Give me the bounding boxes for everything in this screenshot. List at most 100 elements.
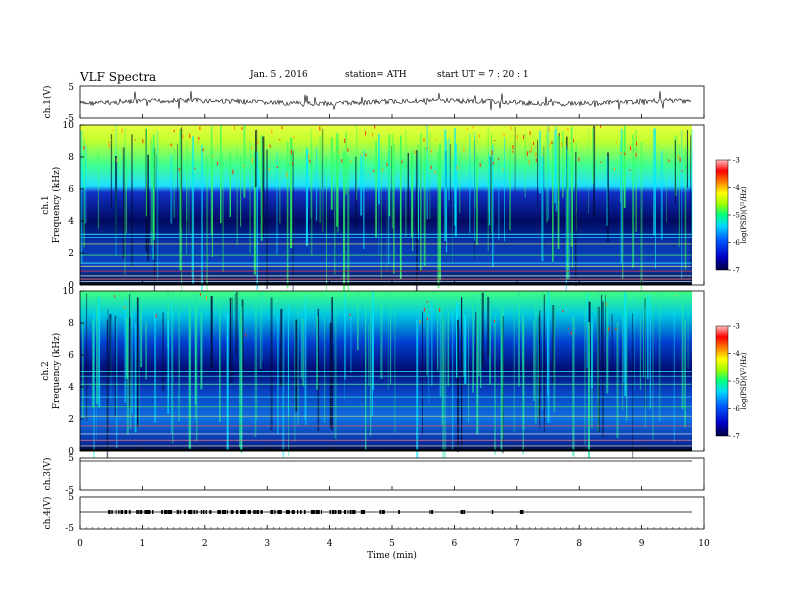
ch4-pulse	[270, 510, 274, 514]
spectrogram-streak	[154, 312, 157, 423]
spectrogram-streak	[310, 129, 312, 219]
spectrogram-streak	[439, 144, 441, 281]
spectrogram-speck	[427, 317, 428, 321]
spectrogram-streak	[538, 315, 540, 419]
spectrogram-streak	[260, 135, 263, 241]
colorbar-tick-label: -6	[733, 405, 740, 413]
spectrogram-speck	[426, 147, 428, 150]
spectrogram-streak	[138, 312, 140, 427]
spectrogram-streak	[226, 314, 229, 451]
ch4-waveform-panel: 5 -5 ch.4(V)	[42, 493, 705, 534]
spectrogram-streak	[547, 317, 548, 395]
spectrogram-streak	[152, 134, 155, 240]
spectrogram-streak	[666, 147, 667, 223]
colorbar-tick-label: -5	[733, 212, 740, 220]
ch4-pulse	[293, 510, 295, 514]
spectrogram-streak	[331, 297, 333, 431]
ch4-pulse	[209, 510, 212, 514]
spectrogram-streak	[426, 125, 428, 220]
spectrogram-speck	[344, 138, 346, 144]
ch4-ytick-bottom: -5	[65, 524, 74, 534]
ch4-pulse	[247, 510, 250, 514]
spectrogram-speck	[510, 126, 512, 131]
spectrogram-speck	[491, 150, 493, 156]
xtick-label: 5	[389, 539, 395, 549]
spectrogram-streak	[653, 128, 656, 236]
spectrogram-streak	[459, 154, 461, 214]
spectrogram-streak	[317, 308, 320, 432]
spectrogram-band	[80, 270, 692, 272]
spectrogram-streak	[607, 152, 609, 242]
ch2-colorbar-gradient	[715, 325, 729, 437]
ch4-pulse	[382, 510, 385, 514]
spectrogram-streak	[147, 154, 149, 262]
spectrogram-streak	[537, 140, 539, 207]
spectrogram-speck	[112, 129, 114, 131]
spectrogram-streak	[191, 152, 193, 276]
spectrogram-streak	[418, 154, 419, 240]
spectrogram-streak	[590, 317, 594, 389]
spectrogram-streak	[643, 308, 644, 378]
ch4-waveform-frame	[79, 496, 705, 530]
spectrogram-streak	[206, 156, 209, 295]
spectrogram-band	[80, 243, 692, 245]
spectrogram-speck	[466, 128, 468, 130]
spectrogram-streak	[287, 304, 290, 417]
spectrogram-speck	[551, 140, 553, 144]
spectrogram-streak	[461, 297, 463, 449]
spectrogram-streak	[539, 310, 541, 429]
spectrogram-streak	[474, 132, 475, 241]
ch4-pulse	[300, 510, 302, 514]
spectrogram-speck	[523, 134, 525, 139]
ch2-spectrogram-channel-label: ch.2	[41, 361, 51, 380]
spectrogram-speck	[608, 327, 610, 331]
spectrogram-streak	[647, 295, 649, 380]
ch4-pulse	[274, 510, 276, 514]
spectrogram-streak	[555, 126, 558, 212]
spectrogram-streak	[562, 131, 564, 198]
spectrogram-speck	[535, 158, 537, 162]
spectrogram-speck	[434, 170, 436, 174]
spectrogram-speck	[503, 133, 505, 137]
spectrogram-streak	[295, 319, 298, 412]
ch1-spectrogram-panel: 0 2 4 6 8 10 ch.1 Frequency (kHz)	[41, 121, 705, 305]
ch4-pulse	[243, 510, 246, 514]
spectrogram-speck	[630, 146, 632, 151]
spectrogram-speck	[562, 310, 564, 313]
ytick-label: 8	[68, 319, 74, 329]
spectrogram-streak	[294, 317, 296, 442]
spectrogram-speck	[435, 138, 437, 141]
spectrogram-streak	[219, 303, 221, 423]
spectrogram-speck	[526, 151, 528, 157]
colorbar-tick-label: -5	[733, 378, 740, 386]
spectrogram-speck	[431, 149, 432, 153]
spectrogram-speck	[439, 307, 441, 312]
spectrogram-streak	[280, 308, 283, 387]
spectrogram-streak	[437, 302, 439, 370]
spectrogram-streak	[611, 313, 613, 377]
spectrogram-streak	[649, 294, 651, 409]
spectrogram-speck	[212, 155, 214, 158]
spectrogram-streak	[305, 294, 307, 426]
spectrogram-speck	[347, 148, 349, 152]
time-axis: 0 1 2 3 4 5 6 7 8 9 10	[77, 114, 710, 549]
ch4-pulse	[310, 510, 313, 514]
spectrogram-streak	[286, 141, 289, 289]
spectrogram-streak	[345, 132, 347, 195]
spectrogram-streak	[270, 297, 273, 431]
ch1-colorbar: -3 -4 -5 -6 -7 log(PSD)(V²/Hz)	[715, 157, 748, 275]
spectrogram-speck	[279, 138, 281, 141]
ch4-pulse	[343, 510, 346, 514]
spectrogram-speck	[497, 158, 499, 161]
spectrogram-streak	[584, 308, 586, 446]
spectrogram-streak	[378, 153, 380, 256]
spectrogram-speck	[198, 136, 200, 140]
spectrogram-streak	[178, 306, 180, 422]
spectrogram-streak	[315, 146, 318, 221]
spectrogram-streak	[326, 156, 327, 304]
spectrogram-streak	[324, 315, 326, 423]
spectrogram-streak	[652, 297, 654, 440]
ch4-pulse	[144, 510, 148, 514]
spectrogram-speck	[217, 161, 219, 165]
ch4-pulse	[241, 510, 244, 514]
